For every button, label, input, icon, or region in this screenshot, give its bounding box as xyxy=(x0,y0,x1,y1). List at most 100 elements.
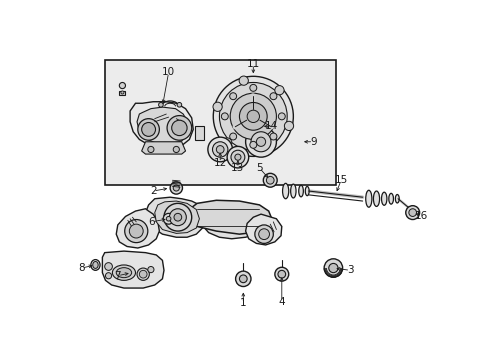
Circle shape xyxy=(170,182,182,194)
Circle shape xyxy=(104,263,112,270)
Ellipse shape xyxy=(282,183,288,199)
Bar xyxy=(104,60,335,185)
Circle shape xyxy=(254,225,273,243)
Polygon shape xyxy=(203,203,264,239)
Circle shape xyxy=(221,113,228,120)
Ellipse shape xyxy=(290,184,295,198)
Polygon shape xyxy=(154,201,199,233)
Circle shape xyxy=(328,264,337,273)
Circle shape xyxy=(137,268,149,280)
Text: 5: 5 xyxy=(256,163,262,173)
Polygon shape xyxy=(102,251,163,288)
Text: 4: 4 xyxy=(278,297,285,307)
Polygon shape xyxy=(130,102,193,148)
Circle shape xyxy=(277,270,285,278)
Circle shape xyxy=(222,138,231,147)
Circle shape xyxy=(147,147,154,153)
Circle shape xyxy=(129,224,143,238)
Circle shape xyxy=(408,209,416,216)
Circle shape xyxy=(166,216,171,221)
Ellipse shape xyxy=(91,260,100,270)
Circle shape xyxy=(239,103,266,130)
Text: 3: 3 xyxy=(346,265,353,275)
Ellipse shape xyxy=(93,261,98,269)
Ellipse shape xyxy=(116,267,131,278)
Circle shape xyxy=(274,267,288,281)
Text: 9: 9 xyxy=(309,137,316,147)
Circle shape xyxy=(173,147,179,153)
Ellipse shape xyxy=(365,190,371,207)
Text: 8: 8 xyxy=(78,263,85,273)
Circle shape xyxy=(169,209,186,226)
Text: 6: 6 xyxy=(148,217,155,227)
Circle shape xyxy=(235,271,250,287)
Polygon shape xyxy=(137,107,187,144)
Ellipse shape xyxy=(388,193,393,204)
Circle shape xyxy=(250,132,270,152)
Polygon shape xyxy=(142,142,185,154)
Circle shape xyxy=(239,76,248,85)
Circle shape xyxy=(119,82,125,89)
Circle shape xyxy=(249,84,256,91)
Circle shape xyxy=(269,93,276,100)
Circle shape xyxy=(229,93,236,100)
Polygon shape xyxy=(187,200,271,234)
Circle shape xyxy=(216,145,224,153)
Circle shape xyxy=(274,86,284,95)
Text: 1: 1 xyxy=(240,298,246,309)
Text: 13: 13 xyxy=(231,163,244,173)
Ellipse shape xyxy=(395,194,398,203)
Text: 7: 7 xyxy=(114,271,121,281)
Ellipse shape xyxy=(112,265,135,280)
Circle shape xyxy=(212,142,227,157)
Circle shape xyxy=(234,154,241,160)
Circle shape xyxy=(213,76,293,156)
Circle shape xyxy=(284,121,293,131)
Circle shape xyxy=(105,273,111,279)
Circle shape xyxy=(256,137,265,147)
Bar xyxy=(119,91,125,95)
Circle shape xyxy=(142,122,155,136)
Circle shape xyxy=(207,137,232,162)
Circle shape xyxy=(171,120,187,136)
Polygon shape xyxy=(245,214,281,245)
Bar xyxy=(194,126,203,140)
Circle shape xyxy=(278,113,285,120)
Circle shape xyxy=(219,82,286,150)
Circle shape xyxy=(269,133,276,140)
Text: 16: 16 xyxy=(414,211,427,221)
Circle shape xyxy=(249,141,256,148)
Circle shape xyxy=(163,213,174,224)
Circle shape xyxy=(246,110,259,122)
Circle shape xyxy=(167,116,191,140)
Circle shape xyxy=(177,103,182,107)
Circle shape xyxy=(258,229,269,239)
Text: 10: 10 xyxy=(162,67,175,77)
Circle shape xyxy=(263,173,277,187)
Circle shape xyxy=(173,185,179,191)
Circle shape xyxy=(324,259,342,277)
Ellipse shape xyxy=(381,192,386,205)
Ellipse shape xyxy=(373,191,379,206)
Text: 12: 12 xyxy=(213,158,226,167)
Circle shape xyxy=(258,148,267,157)
Polygon shape xyxy=(145,197,205,237)
Polygon shape xyxy=(116,209,159,248)
Circle shape xyxy=(174,213,182,221)
Text: 15: 15 xyxy=(334,175,347,185)
Circle shape xyxy=(139,270,147,278)
Ellipse shape xyxy=(305,186,308,195)
Circle shape xyxy=(121,91,123,94)
Circle shape xyxy=(163,203,191,231)
Circle shape xyxy=(230,150,244,164)
Circle shape xyxy=(138,119,159,140)
Circle shape xyxy=(239,275,246,283)
Circle shape xyxy=(266,176,274,184)
Ellipse shape xyxy=(298,185,303,197)
Circle shape xyxy=(124,220,147,243)
Circle shape xyxy=(213,102,222,111)
Circle shape xyxy=(158,103,163,107)
Circle shape xyxy=(147,266,154,273)
Circle shape xyxy=(226,147,248,168)
Circle shape xyxy=(229,133,236,140)
